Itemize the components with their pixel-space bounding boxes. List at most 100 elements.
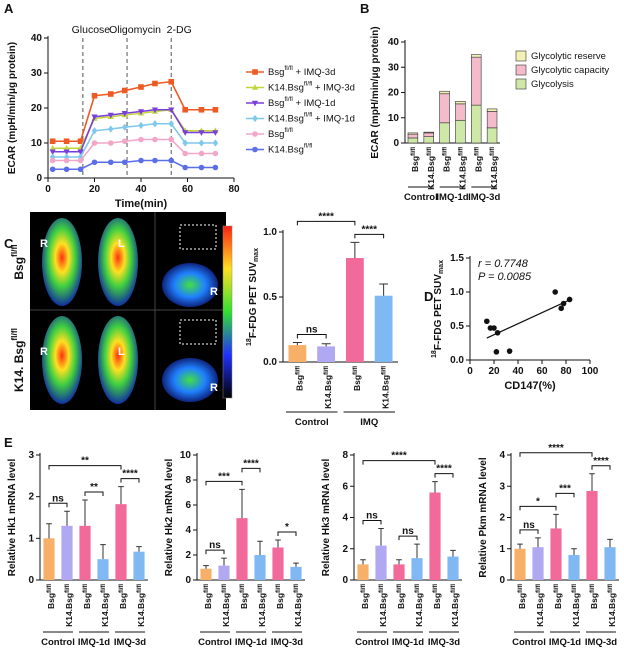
bar	[317, 346, 336, 362]
bar-segment	[423, 132, 434, 137]
marker	[212, 106, 219, 113]
y-tick-label: 10	[31, 138, 43, 149]
y-axis-label: Relative Hk3 mRNA level	[321, 459, 332, 577]
bar	[272, 547, 284, 580]
significance-bracket	[277, 531, 297, 536]
group-label: IMQ-3d	[428, 637, 460, 648]
group-label: Control	[355, 637, 389, 648]
significance-label: ***	[559, 483, 571, 494]
marker	[198, 130, 205, 136]
y-tick-label: 0	[185, 575, 191, 586]
row-label: Bsgfl/fl	[9, 244, 26, 279]
bar	[532, 547, 544, 580]
significance-label: **	[90, 482, 98, 493]
marker	[168, 78, 175, 85]
marker	[182, 164, 188, 171]
y-axis-label: 18F-FDG PET SUVmax	[431, 260, 445, 358]
marker	[182, 139, 188, 147]
significance-bracket	[591, 465, 611, 470]
marker	[212, 150, 219, 157]
point	[506, 348, 513, 354]
panel-letter: E	[4, 435, 13, 450]
significance-label: *	[536, 496, 540, 507]
zoom-scan	[162, 358, 218, 402]
marker	[198, 150, 205, 157]
panel-letter: D	[424, 289, 433, 304]
marker	[63, 153, 70, 161]
marker	[107, 140, 114, 146]
marker	[107, 112, 114, 119]
error-bar	[118, 486, 124, 505]
marker	[212, 164, 219, 171]
error-bar	[221, 557, 227, 566]
marker	[91, 127, 98, 135]
y-tick-label: 1.0	[450, 287, 464, 298]
significance-label: ns	[52, 493, 64, 504]
side-label: L	[118, 238, 125, 250]
y-tick-label: 40	[388, 37, 400, 48]
x-tick-label: 80	[228, 184, 240, 195]
x-tick-label: 40	[135, 184, 147, 195]
group-label: IMQ-3d	[114, 637, 146, 648]
marker	[198, 106, 205, 113]
y-tick-label: 3	[28, 450, 34, 461]
marker	[252, 69, 258, 75]
y-tick-label: 0	[393, 138, 399, 149]
y-tick-label: 20	[31, 103, 43, 114]
marker	[252, 131, 258, 137]
mouse-scan	[98, 316, 138, 404]
x-tick-label: K14.Bsgfl/fl	[293, 584, 303, 627]
bar	[393, 564, 405, 580]
x-tick-label: Bsgfl/fl	[474, 147, 484, 172]
y-tick-label: 2	[342, 543, 348, 554]
x-tick-label: K14.Bsgfl/fl	[221, 584, 231, 627]
marker	[63, 149, 70, 156]
mouse-scan	[42, 218, 82, 306]
marker	[252, 114, 258, 123]
bar	[586, 490, 598, 580]
marker	[121, 123, 128, 131]
point	[558, 305, 564, 312]
point	[494, 330, 501, 336]
legend-swatch	[515, 78, 527, 90]
y-tick-label: 8	[185, 475, 191, 486]
bar	[429, 492, 441, 580]
bar	[514, 548, 526, 580]
x-tick-label: K14.Bsgfl/fl	[571, 584, 581, 627]
marker	[252, 146, 258, 153]
bar	[43, 538, 55, 580]
point	[491, 325, 497, 331]
bar	[254, 555, 266, 580]
x-tick-label: 40	[512, 366, 524, 377]
error-bar	[571, 548, 577, 555]
x-tick-label: K14.Bsgfl/fl	[136, 584, 146, 627]
bar	[97, 559, 109, 580]
significance-bracket	[48, 502, 68, 508]
y-axis-label: 18F-FDG PET SUVmax	[246, 248, 260, 346]
bar	[115, 504, 127, 580]
significance-label: ****	[361, 224, 377, 235]
x-tick-label: Bsgfl/fl	[432, 584, 442, 609]
significance-bracket	[84, 491, 104, 496]
series-line	[52, 159, 216, 171]
bar-segment	[407, 137, 419, 144]
marker	[63, 166, 70, 173]
x-tick-label: 0	[467, 366, 473, 377]
bar	[374, 295, 393, 362]
bar	[290, 566, 302, 580]
marker	[91, 140, 98, 146]
event-label: 2-DG	[167, 24, 192, 36]
marker	[91, 92, 98, 99]
legend-label: K14.Bsgfl/fl + IMQ-1d	[268, 112, 355, 124]
group-label: Control	[295, 417, 329, 428]
x-tick-label: K14.Bsgfl/fl	[323, 366, 333, 409]
marker	[121, 138, 128, 145]
x-tick-label: 20	[488, 366, 500, 377]
group-label: IMQ-3d	[468, 192, 500, 203]
significance-bracket	[519, 529, 539, 534]
x-tick-label: K14.Bsgfl/fl	[414, 584, 424, 627]
significance-label: ****	[593, 455, 609, 466]
marker	[63, 157, 70, 164]
significance-label: ns	[402, 526, 414, 537]
